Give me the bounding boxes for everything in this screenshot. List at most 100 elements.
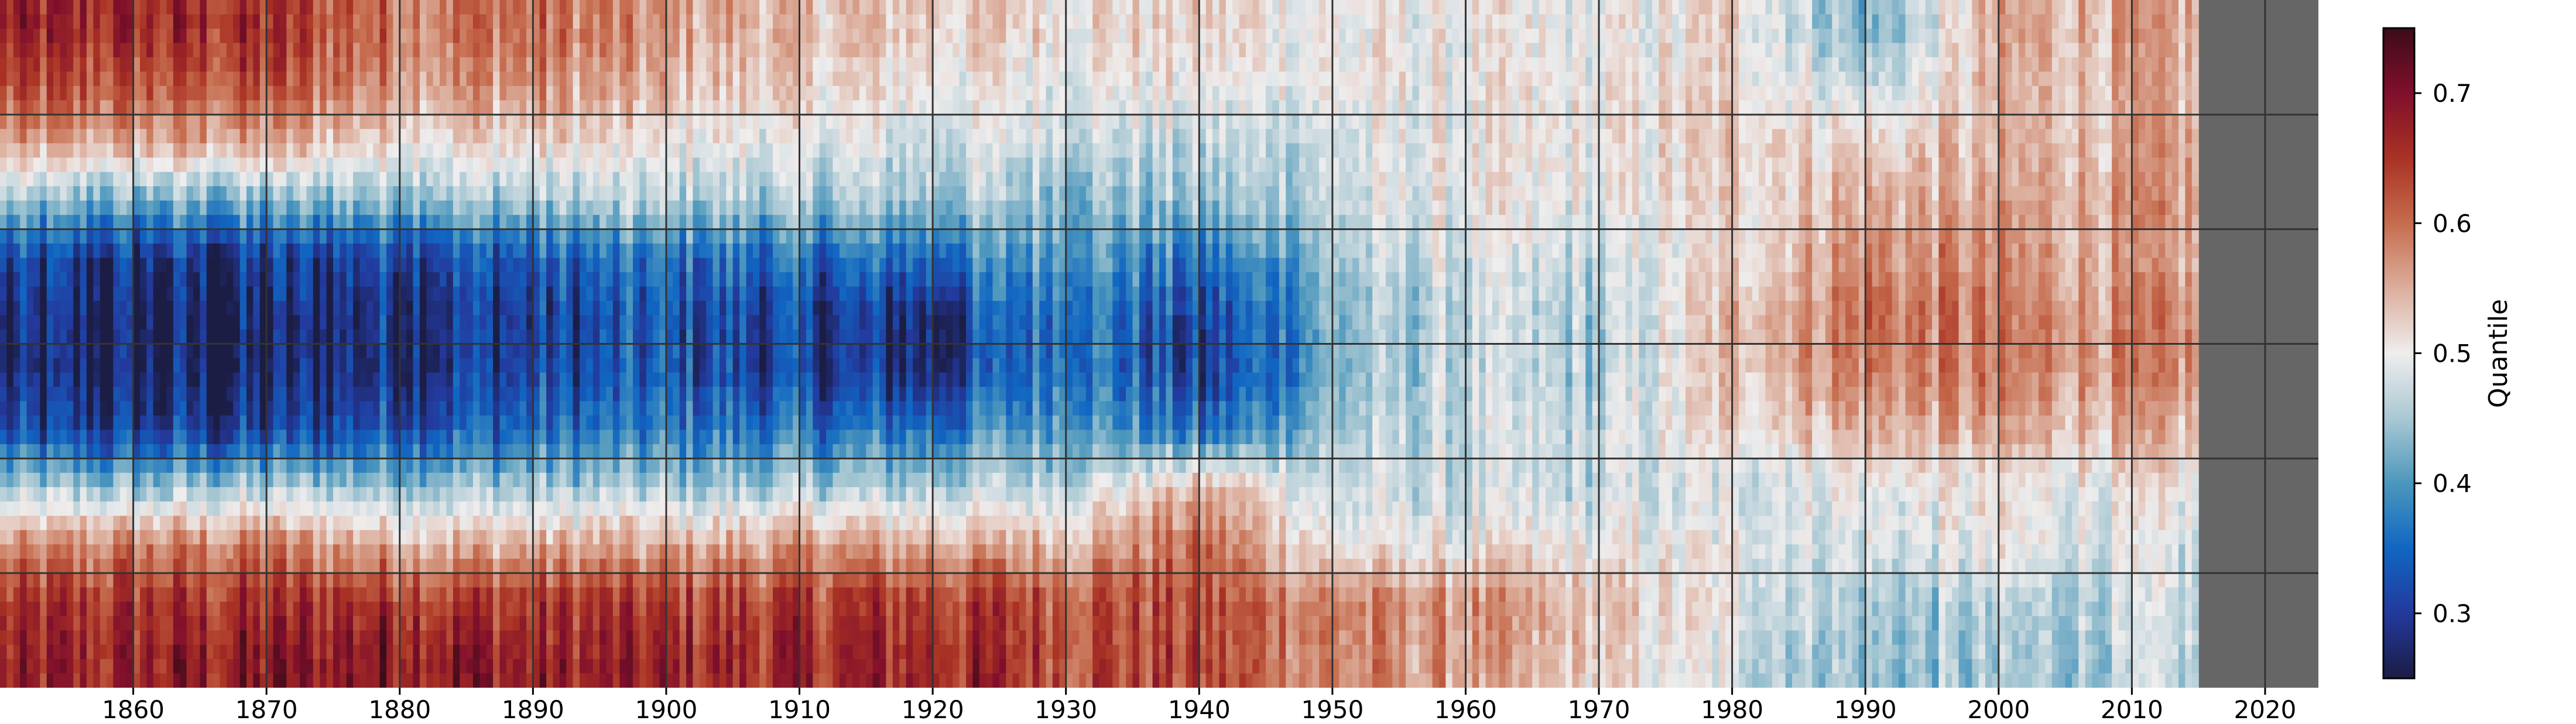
heatmap-cell xyxy=(1459,85,1467,101)
heatmap-cell xyxy=(1825,29,1832,44)
heatmap-cell xyxy=(253,14,261,29)
heatmap-cell xyxy=(340,157,347,173)
heatmap-cell xyxy=(1832,100,1839,115)
heatmap-cell xyxy=(1952,29,1960,44)
heatmap-cell xyxy=(799,186,807,201)
heatmap-cell xyxy=(13,100,20,115)
heatmap-cell xyxy=(2105,57,2112,72)
heatmap-cell xyxy=(786,14,793,29)
heatmap-cell xyxy=(859,85,866,101)
heatmap-cell xyxy=(1419,100,1426,115)
heatmap-cell xyxy=(1965,157,1972,173)
heatmap-cell xyxy=(107,186,114,201)
heatmap-cell xyxy=(259,114,267,129)
heatmap-cell xyxy=(2118,85,2126,101)
heatmap-cell xyxy=(939,43,947,58)
heatmap-cell xyxy=(519,0,527,15)
heatmap-cell xyxy=(2138,157,2146,173)
heatmap-cell xyxy=(1812,200,1820,215)
heatmap-cell xyxy=(1692,71,1700,87)
heatmap-cell xyxy=(1832,114,1839,129)
heatmap-cell xyxy=(759,143,767,158)
heatmap-cell xyxy=(1306,114,1313,129)
heatmap-cell xyxy=(1818,143,1826,158)
heatmap-cell xyxy=(859,143,866,158)
heatmap-cell xyxy=(499,129,507,144)
heatmap-cell xyxy=(406,0,414,15)
heatmap-cell xyxy=(1465,171,1473,187)
heatmap-cell xyxy=(2072,29,2079,44)
heatmap-cell xyxy=(2012,129,2019,144)
heatmap-cell xyxy=(1632,14,1639,29)
heatmap-cell xyxy=(1899,0,1906,15)
heatmap-cell xyxy=(393,85,400,101)
heatmap-cell xyxy=(1998,143,2006,158)
heatmap-cell xyxy=(1519,71,1526,87)
heatmap-cell xyxy=(2152,171,2159,187)
heatmap-cell xyxy=(26,0,34,15)
heatmap-cell xyxy=(1172,143,1180,158)
heatmap-cell xyxy=(673,114,680,129)
heatmap-cell xyxy=(1925,186,1933,201)
heatmap-cell xyxy=(679,0,687,15)
heatmap-cell xyxy=(592,29,600,44)
heatmap-cell xyxy=(1779,43,1786,58)
heatmap-cell xyxy=(1032,143,1040,158)
heatmap-cell xyxy=(1885,114,1893,129)
heatmap-cell xyxy=(1732,57,1739,72)
heatmap-cell xyxy=(153,114,160,129)
heatmap-cell xyxy=(1925,100,1933,115)
heatmap-cell xyxy=(26,85,34,101)
heatmap-cell xyxy=(606,71,614,87)
heatmap-cell xyxy=(1732,71,1739,87)
heatmap-cell xyxy=(673,100,680,115)
heatmap-cell xyxy=(259,0,267,15)
heatmap-cell xyxy=(1512,143,1520,158)
heatmap-cell xyxy=(406,171,414,187)
heatmap-cell xyxy=(406,14,414,29)
heatmap-cell xyxy=(1958,129,1966,144)
heatmap-cell xyxy=(1552,200,1560,215)
heatmap-cell xyxy=(1985,57,1992,72)
heatmap-cell xyxy=(1558,200,1566,215)
heatmap-cell xyxy=(1039,71,1047,87)
heatmap-cell xyxy=(766,29,773,44)
heatmap-cell xyxy=(426,14,434,29)
heatmap-cell xyxy=(639,114,647,129)
heatmap-cell xyxy=(1972,157,1979,173)
heatmap-cell xyxy=(972,200,980,215)
heatmap-cell xyxy=(80,129,87,144)
heatmap-cell xyxy=(353,143,361,158)
heatmap-cell xyxy=(293,100,300,115)
heatmap-cell xyxy=(119,171,127,187)
heatmap-cell xyxy=(712,129,720,144)
heatmap-cell xyxy=(1546,14,1553,29)
heatmap-cell xyxy=(793,100,800,115)
heatmap-cell xyxy=(1345,71,1353,87)
heatmap-cell xyxy=(712,0,720,15)
heatmap-cell xyxy=(259,85,267,101)
heatmap-cell xyxy=(206,143,214,158)
heatmap-cell xyxy=(33,0,40,15)
heatmap-cell xyxy=(1365,85,1373,101)
heatmap-cell xyxy=(1205,71,1213,87)
heatmap-cell xyxy=(1992,129,1999,144)
heatmap-cell xyxy=(1686,57,1693,72)
heatmap-cell xyxy=(1426,0,1433,15)
heatmap-cell xyxy=(559,14,567,29)
heatmap-cell xyxy=(1625,186,1633,201)
heatmap-cell xyxy=(2098,100,2106,115)
heatmap-cell xyxy=(1259,57,1266,72)
heatmap-cell xyxy=(720,171,727,187)
heatmap-cell xyxy=(2171,171,2179,187)
heatmap-cell xyxy=(1978,71,1986,87)
heatmap-cell xyxy=(419,0,427,15)
heatmap-cell xyxy=(1852,71,1859,87)
heatmap-cell xyxy=(133,14,141,29)
heatmap-cell xyxy=(633,29,640,44)
heatmap-cell xyxy=(1166,157,1173,173)
heatmap-cell xyxy=(693,129,700,144)
heatmap-cell xyxy=(1239,129,1246,144)
heatmap-cell xyxy=(1299,171,1306,187)
heatmap-cell xyxy=(173,215,180,230)
